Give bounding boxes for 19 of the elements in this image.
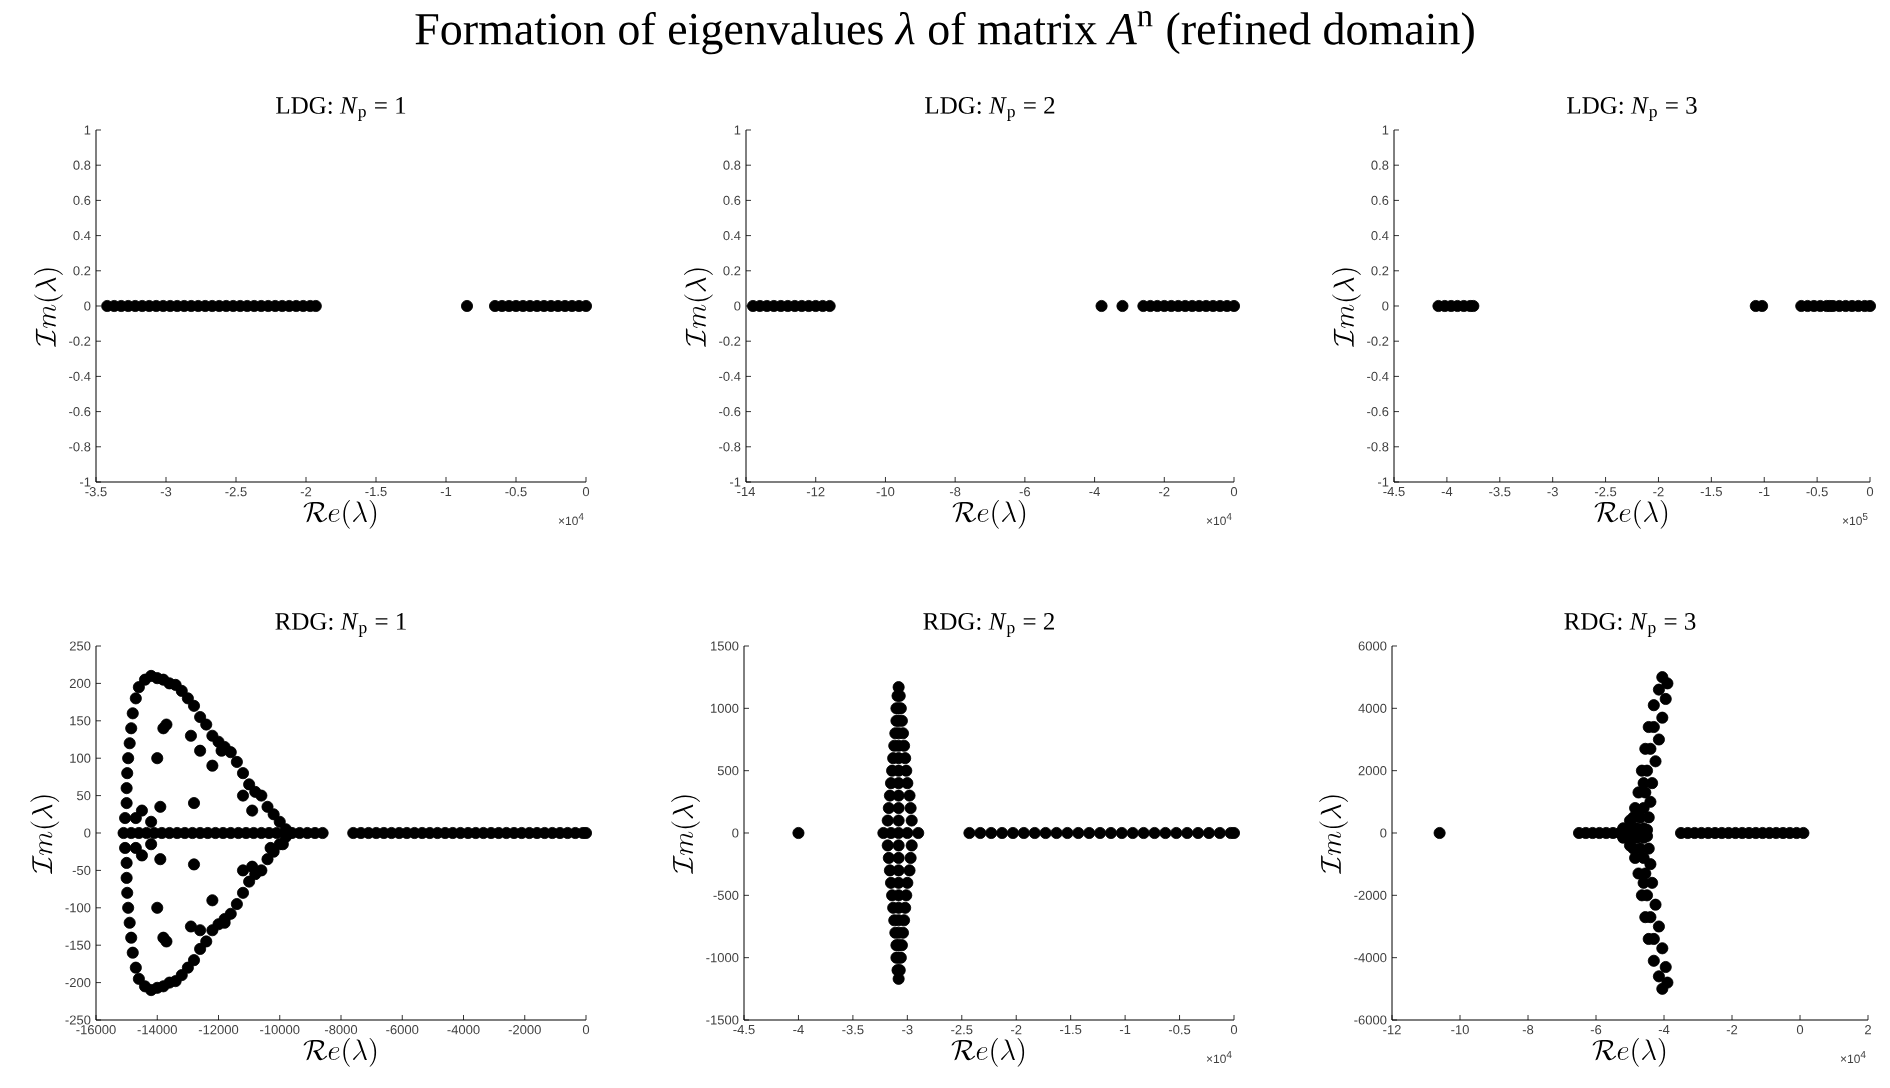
y-axis-title: $\mathcal{I}m(\lambda)$	[671, 795, 700, 875]
x-axis-title: $\mathcal{R}e(\lambda)$	[1592, 1038, 1666, 1067]
x-axis-title: $\mathcal{R}e(\lambda)$	[1594, 500, 1668, 529]
chart-title: LDG: N$_{p}$ = 2	[925, 97, 1055, 121]
chart-title: LDG: N$_{p}$ = 3	[1567, 97, 1697, 121]
x-axis-title: $\mathcal{R}e(\lambda)$	[951, 1038, 1025, 1067]
chart-title: RDG: N$_{p}$ = 2	[923, 613, 1054, 637]
x-axis-title: $\mathcal{R}e(\lambda)$	[303, 500, 377, 529]
text: Formation of eigenvalues λ of matrix A$^{n}$ (refined domain)	[415, 11, 1474, 55]
x-axis-title: $\mathcal{R}e(\lambda)$	[952, 500, 1026, 529]
chart-title: RDG: N$_{p}$ = 3	[1564, 613, 1696, 637]
y-axis-title: $\mathcal{I}m(\lambda)$	[684, 268, 713, 348]
x-axis-title: $\mathcal{R}e(\lambda)$	[303, 1038, 377, 1067]
y-axis-title: $\mathcal{I}m(\lambda)$	[30, 795, 60, 875]
y-axis-title: $\mathcal{I}m(\lambda)$	[1319, 795, 1348, 875]
chart-title: RDG: N$_{p}$ = 1	[275, 613, 406, 637]
chart-title: LDG: N$_{p}$ = 1	[276, 97, 406, 121]
y-axis-title: $\mathcal{I}m(\lambda)$	[34, 268, 63, 348]
y-axis-title: $\mathcal{I}m(\lambda)$	[1332, 268, 1361, 348]
